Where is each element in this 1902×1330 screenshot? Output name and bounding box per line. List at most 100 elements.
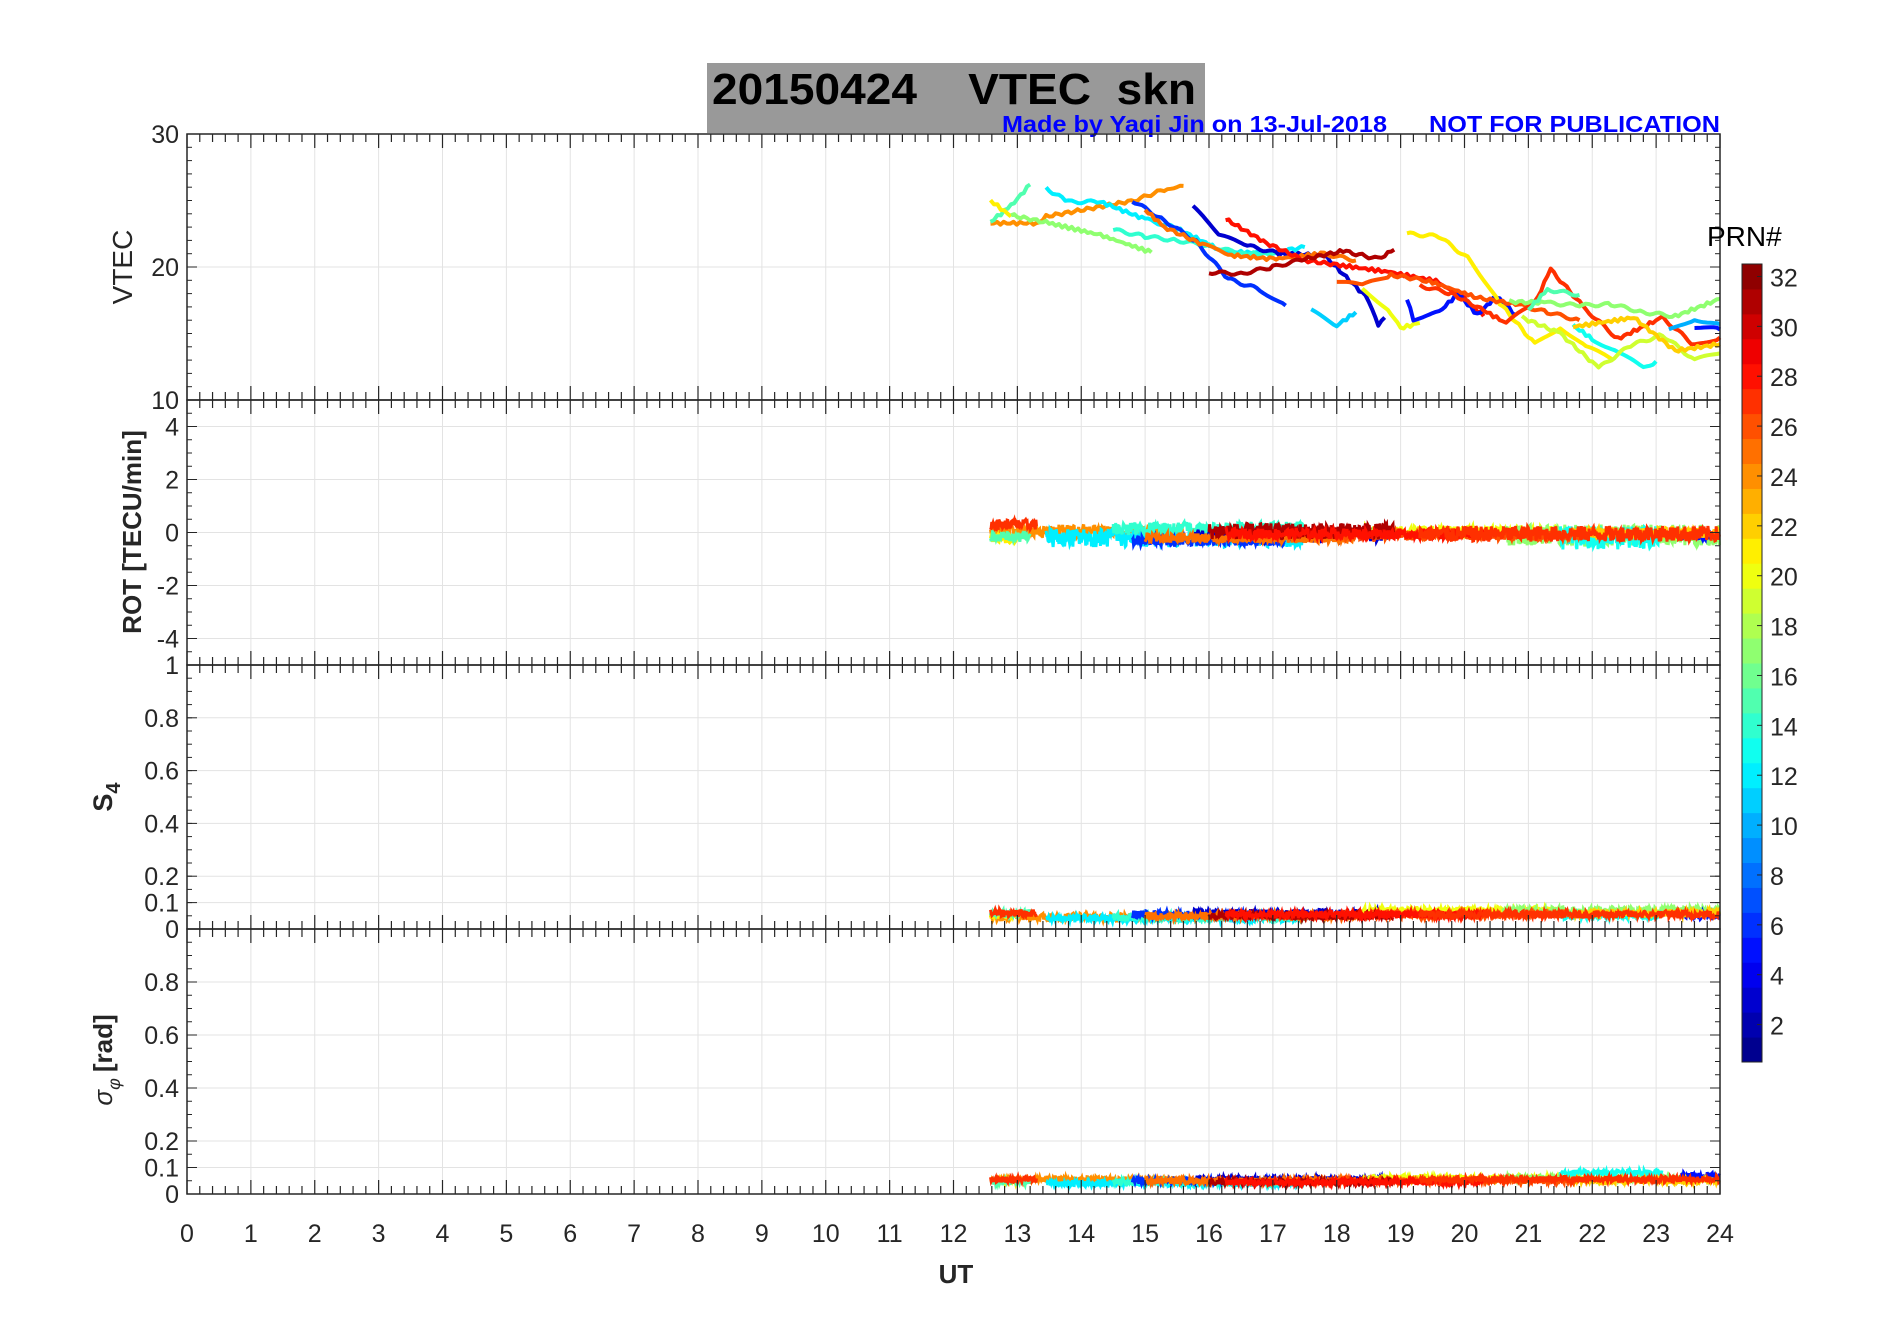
colorbar-segment-prn-28 <box>1742 363 1762 390</box>
vtec-line-prn-21 <box>988 198 1013 219</box>
colorbar-tick-label: 24 <box>1770 464 1798 492</box>
y-tick-label: 0.8 <box>144 705 179 733</box>
colorbar-segment-prn-17 <box>1742 638 1762 664</box>
colorbar-segment-prn-10 <box>1742 812 1762 839</box>
y-label-vtec: VTEC <box>107 230 138 305</box>
x-tick-label: 17 <box>1259 1220 1287 1248</box>
title-box <box>707 63 1205 133</box>
colorbar-label: PRN# <box>1707 221 1782 252</box>
vtec-line-prn-17 <box>1010 212 1153 254</box>
colorbar-segment-prn-32 <box>1742 264 1762 290</box>
chart-title: 20150424 VTEC skn <box>712 65 1196 114</box>
colorbar-segment-prn-29 <box>1742 338 1762 365</box>
y-label-sigma-main: σ <box>88 1089 118 1106</box>
colorbar-tick-label: 28 <box>1770 364 1798 392</box>
colorbar-segment-prn-13 <box>1742 737 1762 764</box>
colorbar-segment-prn-3 <box>1742 987 1762 1013</box>
colorbar-frame <box>1741 263 1763 1063</box>
x-tick-label: 14 <box>1067 1220 1095 1248</box>
colorbar-segment-prn-4 <box>1742 962 1762 988</box>
colorbar-segment-prn-7 <box>1742 887 1762 913</box>
colorbar-tick-label: 8 <box>1770 863 1784 891</box>
colorbar-segment-prn-9 <box>1742 837 1762 863</box>
colorbar-segment-prn-12 <box>1742 762 1762 789</box>
x-tick-label: 18 <box>1323 1220 1351 1248</box>
colorbar-segment-prn-27 <box>1742 388 1762 415</box>
x-tick-label: 6 <box>563 1220 577 1248</box>
not-for-publication-text: NOT FOR PUBLICATION <box>1429 111 1720 137</box>
colorbar-tick-label: 4 <box>1770 963 1784 991</box>
colorbar-tick-label: 20 <box>1770 564 1798 592</box>
colorbar-tick-label: 16 <box>1770 663 1798 691</box>
vtec-line-prn-21 <box>1406 230 1613 361</box>
rot-trace-prn-15 <box>989 528 1032 546</box>
vtec-line-prn-17 <box>1508 296 1721 319</box>
vtec-line-prn-20 <box>1360 287 1421 331</box>
vtec-line-prn-22 <box>1572 315 1721 354</box>
colorbar-tick-label: 10 <box>1770 813 1798 841</box>
y-label-s4-main: S <box>88 794 118 812</box>
x-axis-label: UT <box>939 1259 974 1289</box>
colorbar-segment-prn-16 <box>1742 663 1762 689</box>
y-tick-label: 0 <box>165 1181 179 1209</box>
x-tick-label: 24 <box>1706 1220 1734 1248</box>
y-label-s4: S4 <box>88 782 125 812</box>
colorbar-tick-label: 18 <box>1770 614 1798 642</box>
vtec-line-prn-26 <box>1336 271 1581 322</box>
y-tick-label: 0.1 <box>144 890 179 918</box>
vtec-line-prn-25 <box>1143 208 1357 264</box>
colorbar-segment-prn-8 <box>1742 862 1762 888</box>
y-tick-label: -2 <box>157 573 179 601</box>
colorbar-tick-label: 22 <box>1770 514 1798 542</box>
y-tick-label: 10 <box>151 387 179 415</box>
colorbar-segment-prn-31 <box>1742 288 1762 315</box>
s4-trace-prn-27 <box>989 904 1038 921</box>
y-tick-label: 2 <box>165 467 179 495</box>
colorbar-segment-prn-14 <box>1742 712 1762 739</box>
colorbar-segment-prn-2 <box>1742 1012 1762 1038</box>
colorbar-segment-prn-19 <box>1742 588 1762 614</box>
y-label-s4-sub: 4 <box>103 782 125 794</box>
x-tick-label: 19 <box>1387 1220 1415 1248</box>
vtec-line-prn-15 <box>1527 287 1580 312</box>
colorbar-segment-prn-24 <box>1742 463 1762 489</box>
y-tick-label: 0.4 <box>144 1075 179 1103</box>
colorbar-segment-prn-23 <box>1742 488 1762 514</box>
colorbar-segment-prn-5 <box>1742 937 1762 963</box>
y-tick-label: 1 <box>165 652 179 680</box>
x-tick-label: 13 <box>1003 1220 1031 1248</box>
y-tick-label: 0 <box>165 916 179 944</box>
x-tick-label: 9 <box>755 1220 769 1248</box>
vtec-line-prn-19 <box>1520 314 1721 370</box>
vtec-line-prn-24 <box>990 183 1184 227</box>
x-tick-label: 21 <box>1514 1220 1542 1248</box>
x-tick-label: 2 <box>308 1220 322 1248</box>
y-tick-label: 20 <box>151 254 179 282</box>
y-tick-label: 4 <box>165 414 179 442</box>
vtec-line-prn-11 <box>1310 307 1358 329</box>
y-label-sigma-sub: φ <box>104 1078 124 1090</box>
colorbar-segment-prn-1 <box>1742 1037 1762 1063</box>
colorbar-segment-prn-25 <box>1742 438 1762 464</box>
colorbar-tick-label: 14 <box>1770 713 1798 741</box>
y-label-rot: ROT [TECU/min] <box>117 430 147 634</box>
colorbar-tick-label: 2 <box>1770 1013 1784 1041</box>
rot-trace-prn-27 <box>989 514 1038 534</box>
y-tick-label: 0.6 <box>144 1022 179 1050</box>
x-tick-label: 12 <box>940 1220 968 1248</box>
x-tick-label: 16 <box>1195 1220 1223 1248</box>
y-label-sigma-unit: [rad] <box>88 1014 118 1072</box>
colorbar-segment-prn-6 <box>1742 912 1762 938</box>
y-label-sigma: σφ [rad] <box>88 1014 124 1105</box>
y-tick-label: 0.1 <box>144 1155 179 1183</box>
y-tick-label: 0.2 <box>144 863 179 891</box>
rot-trace-prn-27 <box>1418 521 1721 546</box>
vtec-line-prn-6 <box>1131 200 1287 308</box>
x-tick-label: 1 <box>244 1220 258 1248</box>
x-tick-label: 8 <box>691 1220 705 1248</box>
sigma-trace-prn-27 <box>989 1171 1038 1187</box>
y-tick-label: 0.6 <box>144 758 179 786</box>
x-tick-label: 5 <box>499 1220 513 1248</box>
